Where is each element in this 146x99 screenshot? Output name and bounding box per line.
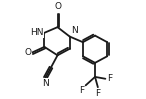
- Text: N: N: [42, 79, 49, 88]
- Text: N: N: [71, 26, 77, 35]
- Text: HN: HN: [30, 28, 44, 37]
- Text: F: F: [107, 74, 112, 83]
- Text: F: F: [79, 86, 84, 95]
- Text: O: O: [54, 2, 61, 11]
- Text: F: F: [95, 89, 100, 98]
- Text: O: O: [24, 48, 31, 57]
